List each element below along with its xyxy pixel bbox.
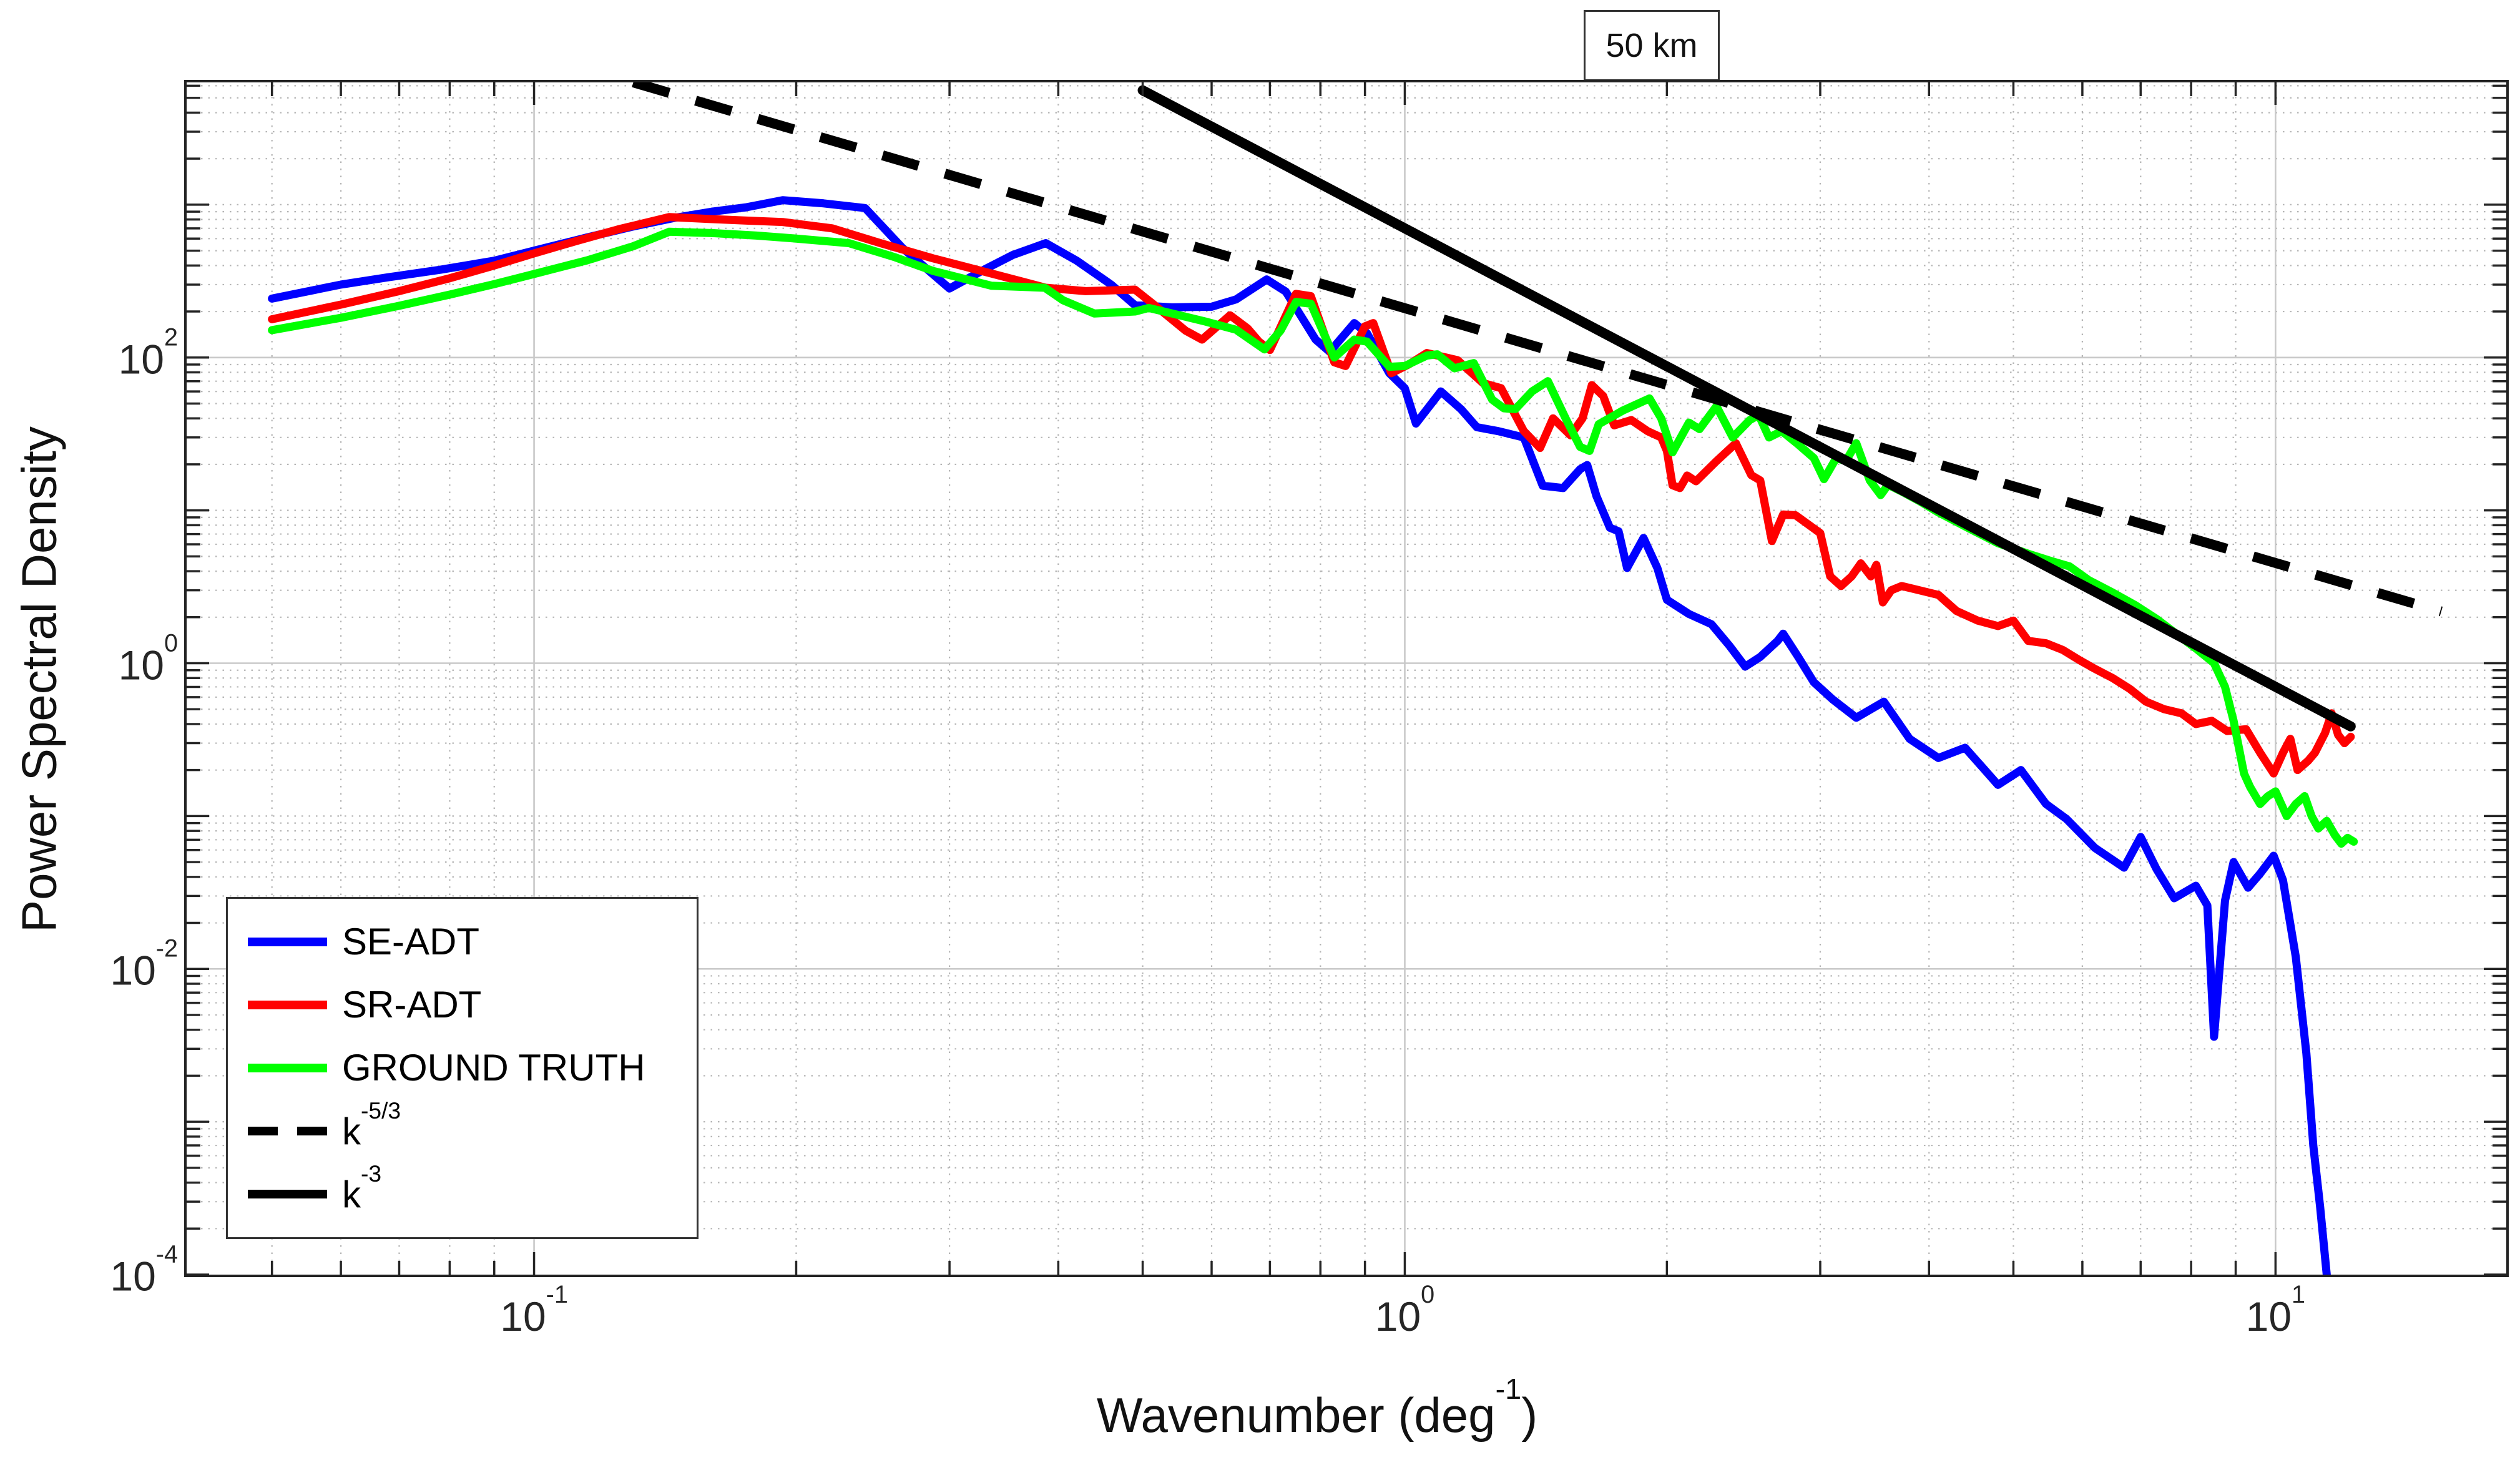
series-k-3 (1137, 85, 2356, 732)
x-tick-label-10e0: 100 (1375, 1281, 1435, 1340)
legend-item-se-adt: SE-ADT (248, 911, 697, 974)
plot-canvas (187, 82, 2506, 1275)
legend-swatch-0 (248, 938, 327, 946)
title-text: 50 km (1606, 27, 1698, 64)
x-tick-label-10e-1: 10-1 (500, 1281, 568, 1340)
x-tick-label-10e1: 101 (2245, 1281, 2306, 1340)
legend-label-4: k-3 (342, 1160, 382, 1215)
x-axis-label-close: ) (1521, 1388, 1538, 1443)
y-tick-label-10e2: 102 (118, 323, 178, 383)
y-tick-label-10e-2: 10-2 (110, 935, 178, 994)
legend: SE-ADT SR-ADT GROUND TRUTH k-5/3 k-3 (226, 897, 699, 1239)
series-k-5-3 (632, 82, 2443, 617)
legend-label-3: k-5/3 (342, 1097, 401, 1152)
legend-swatch-1 (248, 1001, 327, 1009)
series-ground-truth (268, 227, 2358, 848)
legend-swatch-4 (248, 1190, 327, 1198)
minor-gridlines (187, 82, 2506, 1275)
x-axis-label: Wavenumber (deg-1) (1096, 1373, 1538, 1444)
y-tick-label-10e0: 100 (118, 629, 178, 688)
series-sr-adt (268, 213, 2355, 778)
title-box: 50 km (1584, 10, 1720, 81)
x-axis-label-sup: -1 (1495, 1373, 1522, 1406)
legend-label-0: SE-ADT (342, 921, 480, 963)
legend-label-2: GROUND TRUTH (342, 1047, 645, 1089)
legend-swatch-3 (248, 1127, 327, 1135)
legend-item-k3: k-3 (248, 1160, 697, 1226)
y-tick-label-10e-4: 10-4 (110, 1240, 178, 1300)
x-axis-label-text: Wavenumber (deg (1096, 1388, 1496, 1443)
tick-marks (187, 82, 2506, 1275)
legend-label-1: SR-ADT (342, 984, 482, 1026)
legend-item-sr-adt: SR-ADT (248, 974, 697, 1037)
legend-item-k53: k-5/3 (248, 1097, 697, 1163)
legend-swatch-2 (248, 1064, 327, 1072)
legend-item-ground-truth: GROUND TRUTH (248, 1037, 697, 1100)
